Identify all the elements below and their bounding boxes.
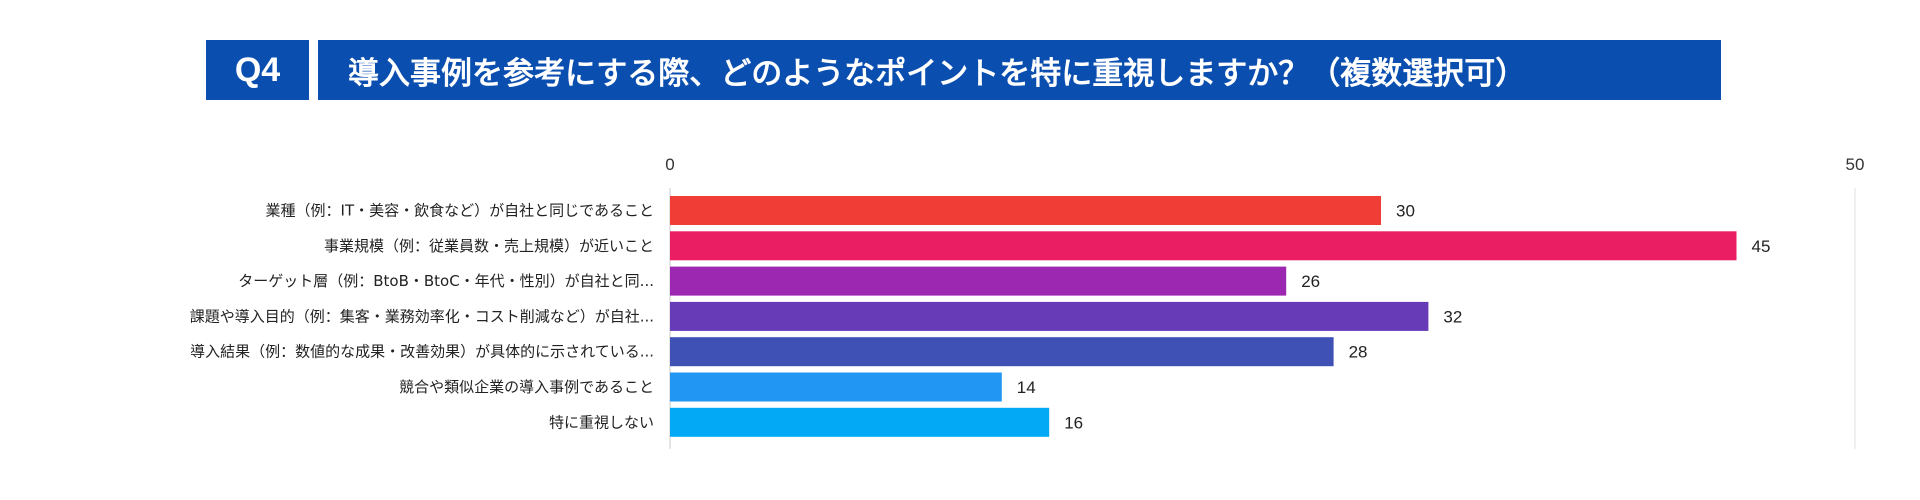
bar	[670, 266, 1287, 296]
value-label: 14	[1017, 378, 1036, 397]
x-tick-label: 50	[1846, 155, 1865, 174]
value-label: 32	[1443, 307, 1462, 326]
category-label: 業種（例：IT・美容・飲食など）が自社と同じであること	[266, 202, 654, 220]
category-label: 導入結果（例：数値的な成果・改善効果）が具体的に示されている...	[190, 343, 654, 361]
bar	[670, 196, 1381, 225]
question-title: 導入事例を参考にする際、どのようなポイントを特に重視しますか？（複数選択可）	[318, 40, 1721, 100]
value-label: 30	[1396, 202, 1415, 221]
value-label: 45	[1752, 237, 1771, 256]
question-number-badge: Q4	[206, 40, 309, 100]
category-label: ターゲット層（例：BtoB・BtoC・年代・性別）が自社と同...	[238, 272, 654, 290]
category-label: 競合や類似企業の導入事例であること	[399, 378, 654, 396]
bar	[670, 301, 1429, 331]
value-label: 26	[1301, 272, 1320, 291]
bar	[670, 231, 1737, 261]
category-label: 事業規模（例：従業員数・売上規模）が近いこと	[324, 237, 654, 255]
x-tick-label: 0	[665, 155, 674, 174]
value-label: 28	[1349, 343, 1368, 362]
bar	[670, 337, 1334, 367]
bar	[670, 372, 1002, 402]
question-header: Q4 導入事例を参考にする際、どのようなポイントを特に重視しますか？（複数選択可…	[206, 40, 1721, 100]
value-label: 16	[1064, 413, 1083, 432]
bar	[670, 407, 1050, 437]
category-label: 特に重視しない	[549, 413, 654, 431]
category-label: 課題や導入目的（例：集客・業務効率化・コスト削減など）が自社...	[190, 307, 654, 325]
